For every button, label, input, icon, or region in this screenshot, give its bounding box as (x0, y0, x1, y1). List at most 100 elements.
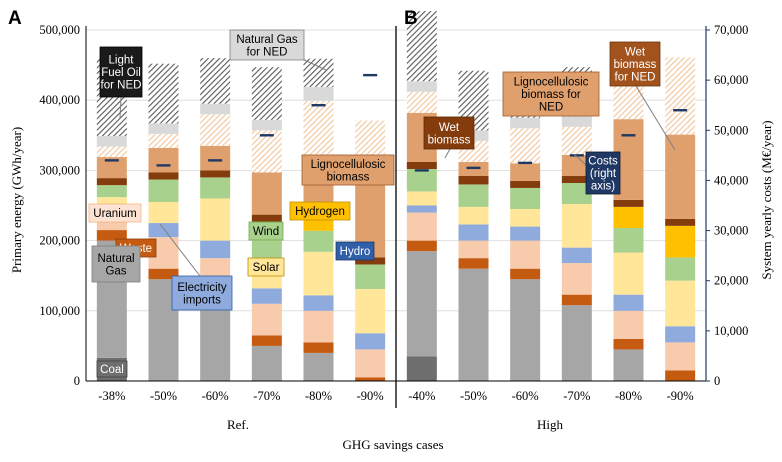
callout-text: biomass (614, 59, 657, 71)
x-tick-label: -60% (512, 389, 539, 403)
bar-segment (613, 199, 644, 207)
x-tick-label: -60% (202, 389, 229, 403)
callout-text: Lignocellulosic (514, 77, 589, 89)
panel-label-a: A (8, 8, 22, 29)
bar-segment (406, 191, 437, 206)
callout-box (96, 360, 128, 378)
x-tick-label: -70% (563, 389, 590, 403)
callout-text: Natural (97, 253, 134, 265)
bar-segment (251, 303, 282, 336)
bar-segment (303, 342, 334, 353)
bar-segment (613, 227, 644, 253)
y-tick-label: 300,000 (39, 163, 80, 177)
bar-segment (406, 81, 437, 92)
callout-text: Solar (253, 262, 280, 274)
bar-segment (458, 176, 489, 185)
y2-tick-label: 0 (714, 374, 720, 388)
bar-segment (96, 146, 127, 158)
bar-segment (200, 296, 231, 381)
callout-text: NED (539, 102, 563, 114)
callout-box (423, 116, 475, 150)
bar-segment (96, 136, 127, 147)
callout-text: axis) (591, 181, 615, 193)
callout-coal: Coal (96, 360, 128, 378)
bar-segment (510, 163, 541, 181)
bar-segment (303, 251, 334, 296)
bar-segment (406, 205, 437, 213)
bar-segment (200, 170, 231, 178)
bar-segment (406, 161, 437, 169)
y2-tick-label: 40,000 (714, 173, 748, 187)
y-axis-title: Primary energy (GWh/year) (9, 127, 24, 273)
x-axis-title: GHG savings cases (342, 437, 443, 452)
callout-text: Light (109, 55, 135, 67)
callout-text: biomass (327, 171, 370, 183)
callout-text: Hydro (340, 246, 371, 258)
bar-segment (561, 126, 592, 155)
bar-segment (251, 288, 282, 304)
callout-text: Wind (253, 226, 279, 238)
callout-box (99, 46, 143, 98)
x-tick-label: -50% (460, 389, 487, 403)
bar-segment (406, 251, 437, 357)
callout-text: Wet (625, 47, 646, 59)
bar-segment (613, 294, 644, 311)
callout-box (229, 29, 305, 61)
callout-text: Electricity (177, 282, 226, 294)
bar-segment (251, 214, 282, 222)
callout-solar: Solar (247, 257, 285, 277)
bar-segment (406, 11, 437, 82)
bar-segment (251, 130, 282, 173)
bar-segment (458, 206, 489, 225)
bar-segment (148, 133, 179, 148)
callout-wind: Wind (248, 221, 284, 241)
x-tick-label: -40% (408, 389, 435, 403)
x-tick-label: -50% (150, 389, 177, 403)
y2-tick-label: 10,000 (714, 324, 748, 338)
x-tick-label: -80% (615, 389, 642, 403)
bar-segment (251, 172, 282, 215)
y2-tick-label: 70,000 (714, 23, 748, 37)
bar-segment (458, 258, 489, 269)
bar-segment (510, 187, 541, 210)
callout-box (301, 154, 395, 186)
bar-segment (303, 100, 334, 165)
group-label-ref: Ref. (227, 417, 249, 432)
bar-segment (561, 183, 592, 205)
callout-text: Costs (588, 156, 618, 168)
bar-segment (148, 123, 179, 134)
bar-segment (510, 209, 541, 227)
callout-text: Lignocellulosic (311, 159, 386, 171)
bar-segment (303, 310, 334, 343)
bar-segment (355, 264, 386, 290)
bar-segment (251, 345, 282, 381)
callout-box (502, 71, 600, 117)
callout-hydrogen: Hydrogen (289, 201, 351, 221)
bar-segment (200, 58, 231, 104)
bar-segment (406, 212, 437, 241)
bar-segment (303, 230, 334, 252)
bar-segment (510, 240, 541, 269)
callout-text: biomass (428, 134, 471, 146)
bar-segment (406, 168, 437, 192)
panel-label-b: B (404, 8, 418, 29)
bar-segment (148, 147, 179, 173)
bar-segment (510, 128, 541, 164)
callout-leader (573, 153, 587, 166)
bar-segment (148, 63, 179, 124)
y2-tick-label: 50,000 (714, 123, 748, 137)
callout-text: Uranium (93, 208, 136, 220)
bar-segment (561, 247, 592, 264)
callout-leader (159, 223, 201, 277)
bar-segment (96, 230, 127, 241)
bar-segment (355, 349, 386, 378)
callout-text: for NED (247, 46, 288, 58)
callout-box (335, 241, 375, 261)
x-tick-label: -80% (305, 389, 332, 403)
callout-text: Fuel Oil (101, 67, 141, 79)
callout-box (247, 257, 285, 277)
callout-box (248, 221, 284, 241)
